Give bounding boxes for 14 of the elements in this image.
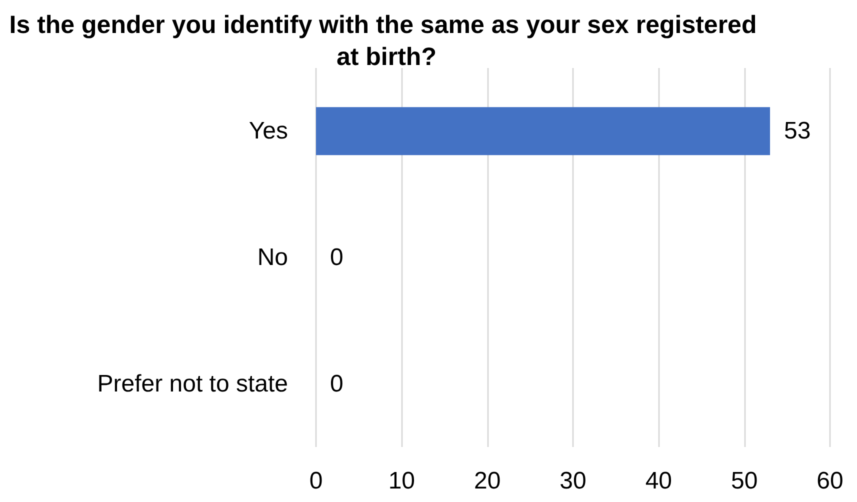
data-label: 53 — [784, 118, 811, 145]
data-label: 0 — [330, 244, 344, 271]
data-label: 0 — [330, 370, 344, 398]
y-tick-label: No — [257, 244, 288, 271]
x-tick-label: 0 — [309, 468, 323, 494]
x-tick-label: 30 — [560, 468, 586, 494]
x-tick-label: 60 — [816, 468, 844, 494]
y-tick-label: Yes — [248, 118, 288, 145]
chart-title: Is the gender you identify with the same as your sex registered at birth? — [9, 11, 757, 71]
x-tick-label: 40 — [645, 468, 672, 494]
x-tick-label: 20 — [474, 468, 501, 494]
y-tick-label: Prefer not to state — [97, 370, 288, 398]
x-tick-label: 10 — [388, 468, 416, 494]
x-tick-label: 50 — [730, 468, 758, 494]
